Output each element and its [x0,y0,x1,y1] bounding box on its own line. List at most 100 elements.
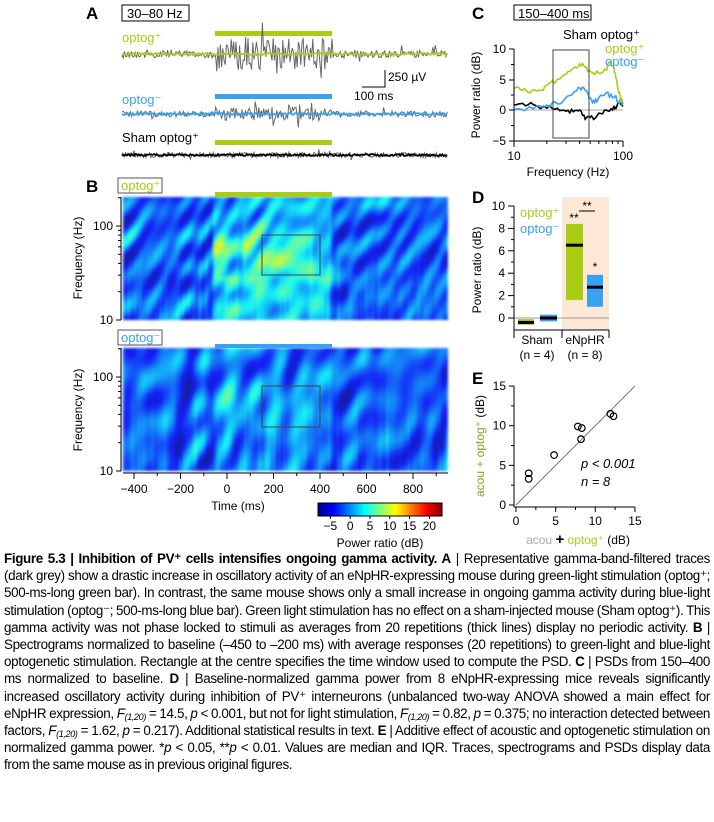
psd-line-optog [513,86,624,112]
ylabel: Power ratio (dB) [469,52,483,139]
caption-segment: B [692,619,703,635]
scatter-point [550,451,558,459]
caption-segment: p [190,705,198,721]
xlabel-acou: acou [526,533,552,547]
colorbar-tick-label: 20 [423,519,437,533]
caption-segment: D [169,671,179,687]
y-tick-label: 8 [498,221,505,235]
xlabel-optog: optog⁺ [568,533,604,547]
panel-a-label: A [86,4,98,23]
enphr-optog-minus-iqr [587,274,603,307]
y-axis-bottom [116,348,122,472]
scatter-point [577,435,585,444]
scatter-point [524,469,533,478]
trace-optog-plus [121,22,448,79]
colorbar-tick-label: 10 [383,519,397,533]
legend-optog-minus: optog⁻ [520,221,559,236]
group-label-enphr: eNpHR [565,333,605,347]
ytick: 5 [499,73,506,87]
average-trace [121,152,448,158]
ylabel: acou + optog⁺ (dB) [473,395,487,497]
xtick: 400 [310,482,330,496]
ytick: 0 [499,103,506,117]
ytick-100-bottom: 100 [93,370,113,384]
scale-voltage-label: 250 µV [388,70,426,84]
trace-label-optog-plus: optog⁺ [122,30,161,45]
sham-optog-plus-median [518,320,534,324]
ytick: −5 [492,134,506,148]
xtick: 10 [507,149,521,163]
colorbar [317,502,443,517]
green-stim-bar-b [215,192,332,197]
box-plots [518,223,603,325]
panel-d: D 10 8 6 4 2 0 Power ratio (dB) optog⁺ optog⁻… [470,188,610,362]
axes-c-minor-ticks [511,64,624,147]
caption-segment: p [473,705,481,721]
colorbar-tick-label: 15 [403,519,417,533]
y-tick-label: 2 [498,289,505,303]
caption-segment: < 0.01. Values are median and IQR. Trace… [4,740,710,773]
sig-between: ** [582,199,592,213]
green-stim-bar [215,31,332,36]
y-tick-label: 0 [499,498,506,512]
caption-segment: p [229,740,237,756]
colorbar-tick-label: −5 [324,519,338,533]
panel-a: A 30–80 Hz optog⁺ 250 µV 100 ms optog⁻ S… [86,4,448,161]
enphr-optog-plus-median [566,243,583,247]
caption-segment: = 0.82, [429,705,474,721]
y-tick-label: 10 [493,419,507,433]
psd-line-optog [513,60,624,104]
ytick: 10 [493,42,507,56]
caption-segment: < 0.001, but not for light stimulation, [197,705,400,721]
y-tick-label: 0 [498,311,505,325]
caption-segment: (1,20) [124,711,147,722]
sig-optog-minus: * [593,260,598,274]
xtick: −200 [167,482,194,496]
panel-d-label: D [472,188,484,207]
box-optog-plus [117,177,163,194]
ylabel: Power ratio (dB) [470,227,484,314]
scatter-point [577,424,586,432]
xtick: 0 [224,482,231,496]
green-stim-bar-sham [215,140,332,145]
x-tick-label: 15 [628,514,642,528]
axes-e [513,386,635,508]
band-box [121,4,190,22]
band-box-label: 30–80 Hz [127,6,183,21]
y-tick-label: 15 [493,379,507,393]
legend-optog-plus: optog⁺ [520,205,559,220]
y-ticks-d: 10 8 6 4 2 0 [492,199,514,325]
figure: A 30–80 Hz optog⁺ 250 µV 100 ms optog⁻ S… [71,4,644,550]
enphr-optog-plus-iqr [566,223,583,301]
legend-optog-minus: optog⁻ [605,54,644,69]
average-trace [122,51,448,57]
xlabel: acou + optog⁺ (dB) [526,531,630,548]
legend-sham: Sham optog⁺ [563,27,640,42]
group-label-sham: Sham [521,333,552,347]
y-tick-label: 10 [492,199,506,213]
caption-segment: E [377,723,387,739]
caption-segment: C [575,654,585,670]
caption-segment: F [48,723,57,739]
panel-c: C 150–400 ms 10 5 0 −5 10 100 Frequency … [469,4,644,179]
trace-label-sham: Sham optog⁺ [122,130,199,145]
xtick: 100 [613,149,633,163]
x-tick-label: 5 [552,514,559,528]
blue-stim-bar [215,94,332,99]
group-n-enphr: (n = 8) [567,348,602,362]
trace-optog-minus [121,101,448,128]
annotation-p: p < 0.001 [580,456,636,471]
caption-segment: = 0.375; no interaction detected between… [4,705,711,739]
ticks-e: 00 5 5 10 10 15 15 [493,379,642,528]
caption-segment: < 0.05, ** [171,740,230,756]
caption-segment: = 1.62, [77,723,123,739]
scatter-point [573,422,582,431]
freq-window-rect [552,49,590,139]
window-rect-bottom [261,385,321,428]
caption-segment: F [399,705,408,721]
ytick-10-top: 10 [100,313,114,327]
x-tick-label: 10 [589,514,603,528]
ylabel-top: Frequency (Hz) [71,217,85,300]
caption-segment: (1,20) [56,729,78,740]
annotation-n: n = 8 [581,474,611,489]
